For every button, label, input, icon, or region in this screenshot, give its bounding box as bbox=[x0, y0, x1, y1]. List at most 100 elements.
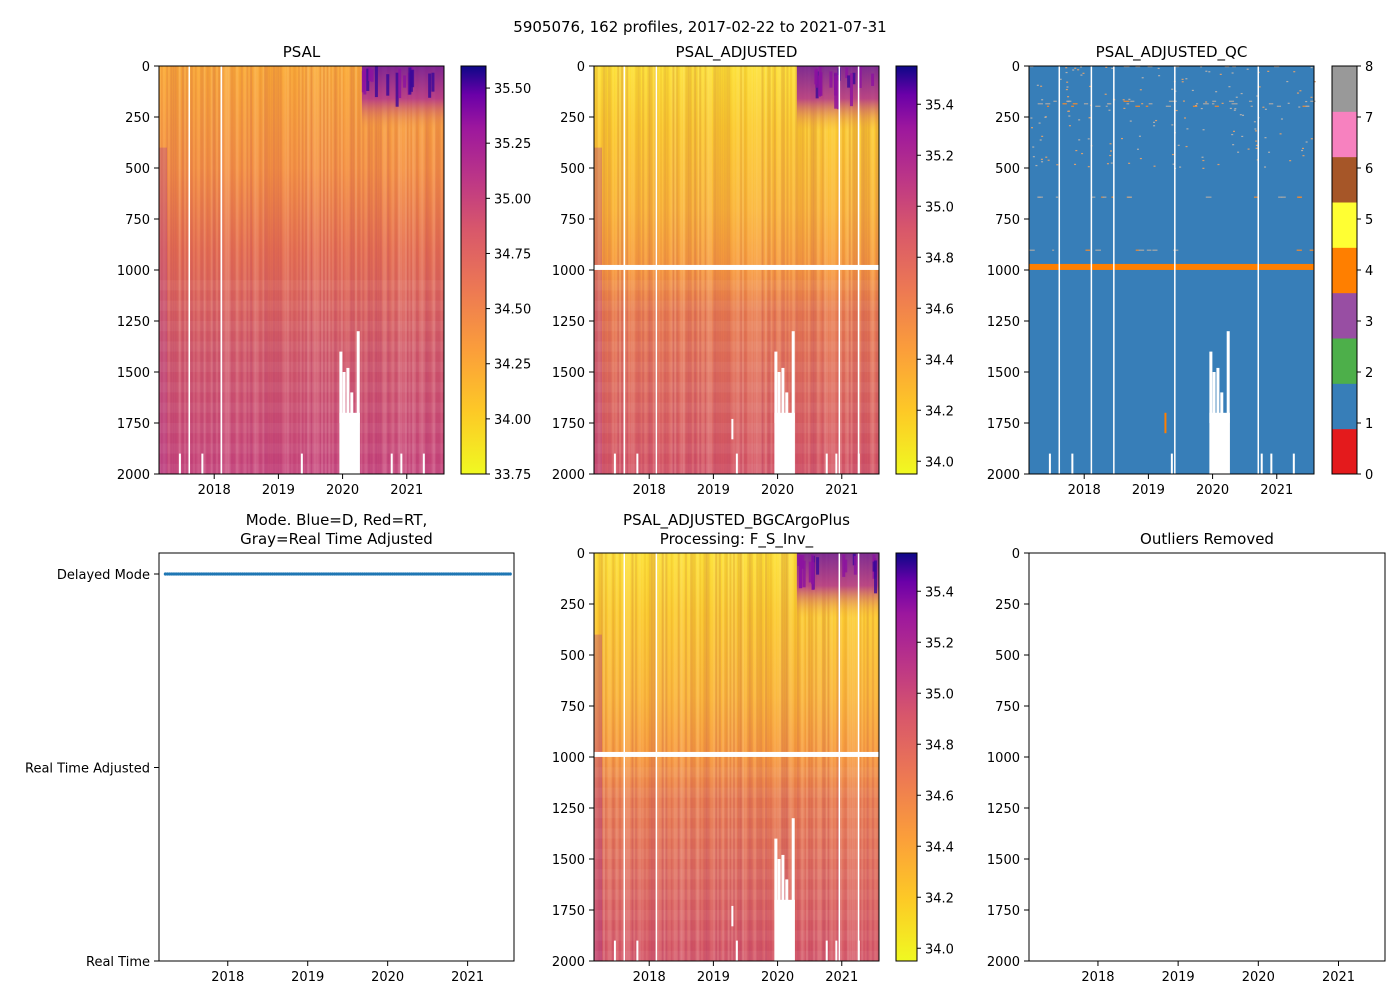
profile-column bbox=[715, 66, 718, 474]
qc-speckle bbox=[1171, 153, 1174, 156]
profile-column bbox=[798, 66, 802, 474]
qc-speckle bbox=[1262, 106, 1265, 108]
colorbar-tick-label: 35.0 bbox=[925, 200, 954, 215]
x-tick-label: 2019 bbox=[1132, 483, 1165, 498]
profile-column bbox=[757, 553, 761, 961]
qc-speckle bbox=[1130, 100, 1135, 102]
profile-column bbox=[642, 553, 645, 961]
y-tick-label: 1000 bbox=[552, 751, 585, 766]
qc-speckle bbox=[1141, 103, 1144, 105]
profile-column bbox=[722, 66, 725, 474]
profile-column bbox=[663, 553, 666, 961]
profile-column bbox=[750, 553, 753, 961]
profile-column bbox=[618, 66, 622, 474]
qc-speckle bbox=[1203, 103, 1209, 105]
profile-column bbox=[627, 66, 631, 474]
psal-colorbar: 33.75 34.00 34.25 34.50 34.75 35.00 35.25 35.50 bbox=[460, 65, 531, 483]
profile-column bbox=[406, 66, 409, 474]
profile-column bbox=[205, 66, 208, 474]
profile-column bbox=[691, 66, 695, 474]
profile-column bbox=[688, 66, 691, 474]
profile-column bbox=[604, 66, 607, 474]
profile-column bbox=[830, 66, 834, 474]
profile-column bbox=[786, 66, 789, 474]
profile-column bbox=[724, 66, 727, 474]
qc-speckle bbox=[1184, 117, 1187, 119]
y-tick-label: 250 bbox=[125, 111, 150, 126]
profile-column bbox=[354, 66, 358, 474]
profile-column bbox=[732, 66, 736, 474]
surface-streak bbox=[797, 554, 801, 566]
profile-column bbox=[804, 553, 807, 961]
profile-gap bbox=[857, 66, 860, 474]
profile-column bbox=[440, 66, 443, 474]
profile-column bbox=[296, 66, 299, 474]
qc-speckle bbox=[1110, 162, 1113, 164]
qc-speckle bbox=[1237, 151, 1240, 153]
depth-band bbox=[159, 321, 444, 332]
depth-band bbox=[159, 300, 444, 311]
qc-speckle bbox=[1075, 149, 1078, 152]
profile-column bbox=[285, 66, 288, 474]
qc-speckle bbox=[1280, 118, 1283, 120]
profile-column bbox=[818, 66, 821, 474]
profile-gap bbox=[838, 66, 841, 474]
profile-column bbox=[674, 66, 677, 474]
profile-column bbox=[426, 66, 429, 474]
profile-column bbox=[684, 553, 688, 961]
y-tick-label: 1000 bbox=[552, 264, 585, 279]
qc-colorbar: 0 1 2 3 4 5 6 7 8 bbox=[1331, 60, 1373, 483]
profile-column bbox=[709, 553, 712, 961]
profile-column bbox=[404, 66, 407, 474]
profile-column bbox=[383, 66, 386, 474]
profile-column bbox=[194, 66, 197, 474]
qc-speckle bbox=[1299, 90, 1302, 92]
profile-column bbox=[779, 553, 782, 961]
profile-column bbox=[697, 66, 700, 474]
qc-speckle bbox=[1080, 66, 1083, 68]
colorbar-tick-label: 5 bbox=[1365, 213, 1373, 228]
profile-column bbox=[419, 66, 422, 474]
qc-speckle bbox=[1231, 103, 1238, 105]
profile-column bbox=[747, 66, 750, 474]
qc-speckle bbox=[1074, 163, 1077, 166]
profile-column bbox=[686, 66, 689, 474]
y-tick-label: 1000 bbox=[117, 264, 150, 279]
profile-column bbox=[862, 66, 866, 474]
profile-column bbox=[804, 66, 807, 474]
profile-column bbox=[784, 553, 787, 961]
qc-speckle bbox=[1301, 149, 1304, 152]
qc-speckle bbox=[1077, 69, 1080, 71]
profile-column bbox=[781, 66, 784, 474]
profile-column bbox=[627, 553, 631, 961]
profile-column bbox=[617, 66, 620, 474]
profile-column bbox=[356, 66, 359, 474]
x-tick-label: 2018 bbox=[198, 483, 231, 498]
profile-column bbox=[797, 553, 800, 961]
profile-column bbox=[640, 66, 643, 474]
profile-column bbox=[167, 66, 171, 474]
qc-speckle bbox=[1111, 67, 1114, 69]
missing-deep-block bbox=[1209, 412, 1230, 474]
qc-title: PSAL_ADJUSTED_QC bbox=[1096, 43, 1248, 62]
profile-column bbox=[748, 553, 752, 961]
surface-streak bbox=[811, 562, 815, 590]
profile-column bbox=[427, 66, 431, 474]
profile-column bbox=[816, 553, 819, 961]
qc-speckle bbox=[1228, 100, 1235, 102]
profile-column bbox=[208, 66, 212, 474]
colorbar-segment bbox=[1332, 202, 1357, 248]
profile-column bbox=[855, 553, 859, 961]
profile-column bbox=[351, 66, 354, 474]
qc-speckle bbox=[1246, 68, 1249, 70]
qc-speckle bbox=[1138, 135, 1141, 137]
profile-column bbox=[346, 66, 349, 474]
profile-column bbox=[702, 66, 705, 474]
profile-column bbox=[183, 66, 187, 474]
qc-speckle bbox=[1232, 144, 1235, 146]
missing-bottom bbox=[1071, 453, 1074, 474]
profile-column bbox=[741, 66, 745, 474]
profile-column bbox=[381, 66, 384, 474]
qc-speckle bbox=[1217, 163, 1220, 166]
psal-adjusted-bgc-heatmap bbox=[594, 553, 880, 961]
